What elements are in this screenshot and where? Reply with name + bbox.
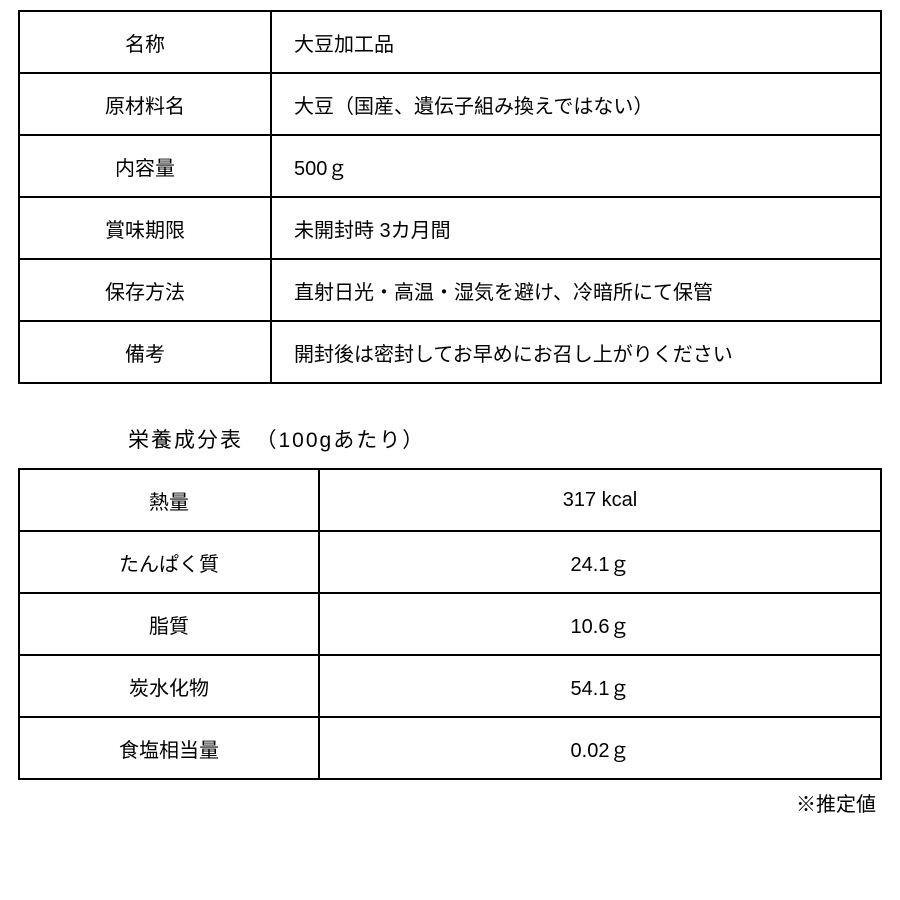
nutrition-value: 24.1ｇ	[319, 531, 881, 593]
nutrition-value: 54.1ｇ	[319, 655, 881, 717]
product-info-value: 大豆加工品	[271, 11, 881, 73]
product-info-value: 直射日光・高温・湿気を避け、冷暗所にて保管	[271, 259, 881, 321]
table-row: 原材料名 大豆（国産、遺伝子組み換えではない）	[19, 73, 881, 135]
table-row: 熱量 317 kcal	[19, 469, 881, 531]
table-row: 炭水化物 54.1ｇ	[19, 655, 881, 717]
table-row: 食塩相当量 0.02ｇ	[19, 717, 881, 779]
product-info-value: 500ｇ	[271, 135, 881, 197]
table-row: 備考 開封後は密封してお早めにお召し上がりください	[19, 321, 881, 383]
nutrition-value: 317 kcal	[319, 469, 881, 531]
table-row: たんぱく質 24.1ｇ	[19, 531, 881, 593]
nutrition-label: たんぱく質	[19, 531, 319, 593]
table-row: 脂質 10.6ｇ	[19, 593, 881, 655]
nutrition-value: 0.02ｇ	[319, 717, 881, 779]
product-info-label: 備考	[19, 321, 271, 383]
nutrition-label: 食塩相当量	[19, 717, 319, 779]
table-row: 賞味期限 未開封時 3カ月間	[19, 197, 881, 259]
nutrition-table: 熱量 317 kcal たんぱく質 24.1ｇ 脂質 10.6ｇ 炭水化物 54…	[18, 468, 882, 780]
product-info-label: 名称	[19, 11, 271, 73]
nutrition-label: 熱量	[19, 469, 319, 531]
nutrition-label: 脂質	[19, 593, 319, 655]
product-info-label: 内容量	[19, 135, 271, 197]
product-info-label: 賞味期限	[19, 197, 271, 259]
table-row: 名称 大豆加工品	[19, 11, 881, 73]
product-info-value: 未開封時 3カ月間	[271, 197, 881, 259]
nutrition-label: 炭水化物	[19, 655, 319, 717]
table-row: 保存方法 直射日光・高温・湿気を避け、冷暗所にて保管	[19, 259, 881, 321]
nutrition-value: 10.6ｇ	[319, 593, 881, 655]
nutrition-title: 栄養成分表 （100gあたり）	[128, 424, 882, 454]
product-info-label: 原材料名	[19, 73, 271, 135]
product-info-value: 開封後は密封してお早めにお召し上がりください	[271, 321, 881, 383]
product-info-table: 名称 大豆加工品 原材料名 大豆（国産、遺伝子組み換えではない） 内容量 500…	[18, 10, 882, 384]
nutrition-footnote: ※推定値	[18, 788, 882, 817]
product-info-value: 大豆（国産、遺伝子組み換えではない）	[271, 73, 881, 135]
table-row: 内容量 500ｇ	[19, 135, 881, 197]
product-info-label: 保存方法	[19, 259, 271, 321]
